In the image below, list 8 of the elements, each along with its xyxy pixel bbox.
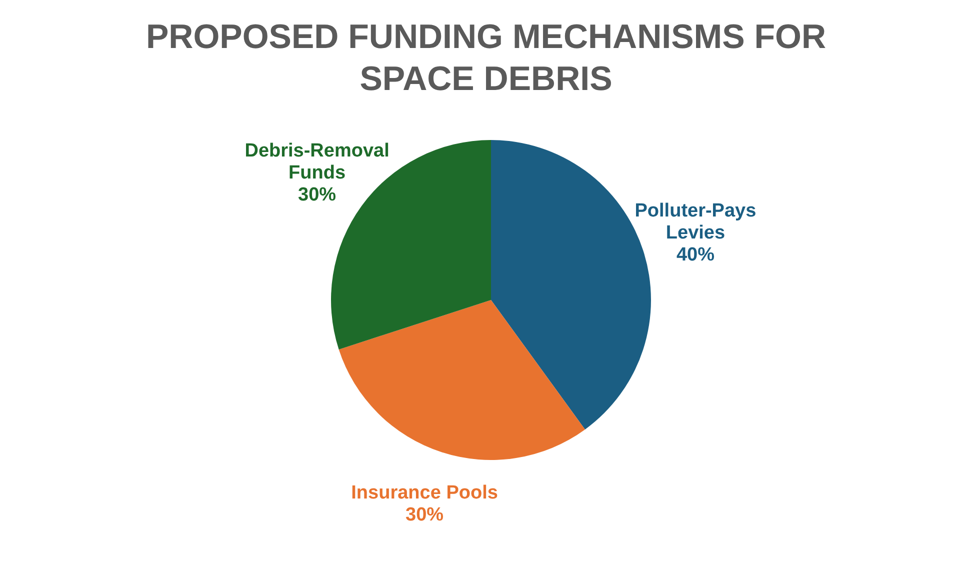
data-label: 30% [298,184,336,206]
data-label: 40% [676,244,715,266]
data-label: 30% [406,504,444,526]
slice-label: Debris-Removal Funds [244,140,390,184]
slice-label: Insurance Pools [351,482,498,504]
pie-slice [338,300,586,460]
chart-title: PROPOSED FUNDING MECHANISMS FOR SPACE DEBRIS [144,17,828,100]
slice-label: Polluter-Pays Levies [634,200,756,244]
